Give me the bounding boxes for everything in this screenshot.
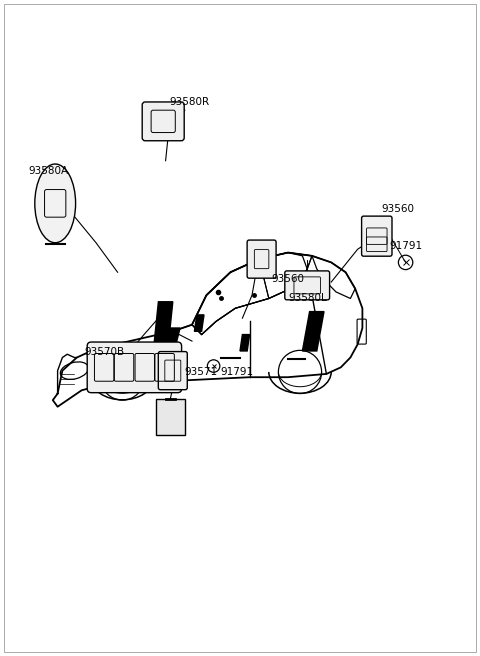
- Text: 93560: 93560: [271, 274, 304, 284]
- Text: 93560: 93560: [382, 203, 415, 214]
- FancyBboxPatch shape: [285, 271, 330, 300]
- Polygon shape: [194, 315, 204, 331]
- Polygon shape: [163, 328, 180, 358]
- Text: 91791: 91791: [389, 241, 422, 251]
- Polygon shape: [153, 302, 173, 358]
- FancyBboxPatch shape: [247, 240, 276, 278]
- Text: 93580A: 93580A: [29, 165, 69, 176]
- Text: 93580L: 93580L: [288, 293, 327, 303]
- Polygon shape: [302, 312, 324, 351]
- FancyBboxPatch shape: [158, 352, 187, 390]
- FancyBboxPatch shape: [87, 342, 181, 393]
- FancyBboxPatch shape: [361, 216, 392, 256]
- FancyBboxPatch shape: [156, 398, 185, 434]
- Polygon shape: [240, 335, 250, 351]
- Text: 91791: 91791: [221, 367, 254, 377]
- Ellipse shape: [35, 164, 76, 243]
- Text: 93570B: 93570B: [84, 347, 124, 358]
- FancyBboxPatch shape: [142, 102, 184, 141]
- Polygon shape: [192, 253, 312, 335]
- Text: 93580R: 93580R: [169, 96, 210, 107]
- Text: 93571: 93571: [185, 367, 218, 377]
- Polygon shape: [118, 351, 144, 377]
